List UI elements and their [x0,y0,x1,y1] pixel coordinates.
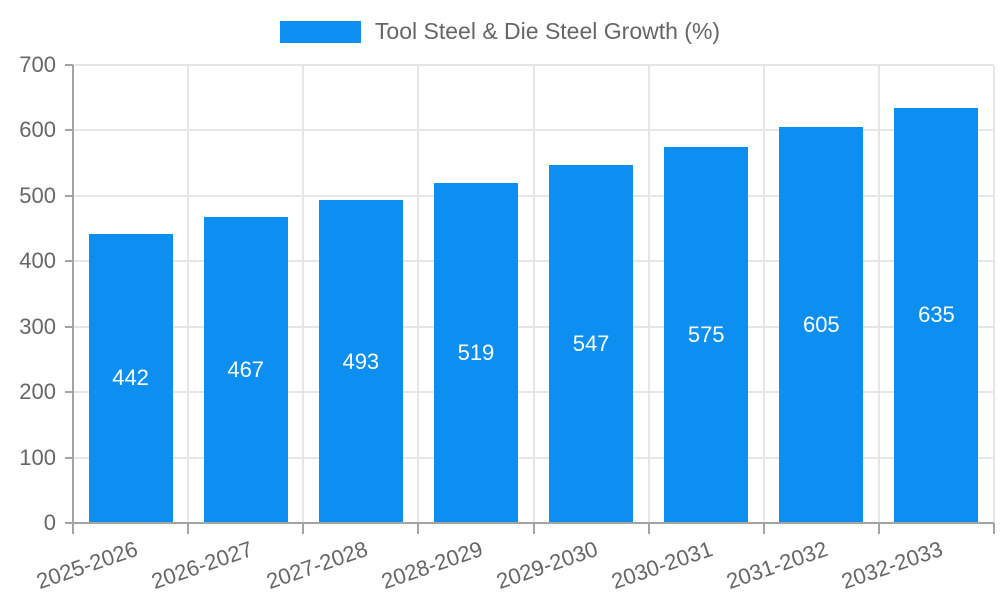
bar: 442 [88,233,173,523]
bar-value-label: 467 [227,357,265,383]
x-axis-tick [417,523,420,534]
y-axis-tick-label: 500 [19,182,56,208]
x-gridline [417,65,420,523]
y-axis-tick [65,64,73,66]
legend[interactable]: Tool Steel & Die Steel Growth (%) [0,18,1000,45]
x-gridline [302,65,305,523]
x-axis-tick [302,523,305,534]
y-axis-tick-label: 0 [43,510,56,535]
legend-swatch [279,20,361,43]
legend-label: Tool Steel & Die Steel Growth (%) [374,18,721,44]
y-axis-tick [65,325,73,328]
y-axis-tick [65,260,73,263]
x-axis-tick [647,523,650,534]
x-axis-tick [187,523,190,534]
bar: 519 [433,183,518,523]
bar: 575 [664,146,749,523]
bar: 635 [894,107,979,523]
bar: 493 [318,200,403,523]
bar-value-label: 635 [918,302,955,328]
y-axis-tick [65,129,73,132]
x-gridline [877,65,880,523]
x-axis-line [72,522,994,524]
y-axis-tick [65,522,73,524]
x-gridline [762,65,765,523]
x-axis-tick [762,523,765,534]
bar: 605 [779,127,864,523]
y-axis-tick [65,194,73,197]
bar-value-label: 519 [457,340,495,366]
plot-area: 442 467 493 519 547 575 605 635 [73,64,995,523]
y-axis-tick [65,391,73,394]
bar-value-label: 493 [342,348,380,374]
bar: 467 [203,217,288,523]
y-axis-tick-label: 700 [19,52,56,77]
x-axis-tick [877,523,880,534]
bar-value-label: 605 [802,312,840,338]
x-gridline [532,65,535,523]
x-gridline [993,65,995,523]
bar-value-label: 442 [112,365,149,391]
x-axis-tick [532,523,535,534]
y-axis-tick-label: 200 [19,379,56,405]
x-gridline [647,65,650,523]
y-axis-tick-label: 300 [19,313,56,339]
y-axis-tick-label: 600 [19,117,56,143]
y-axis-tick-label: 100 [19,444,56,470]
bar-value-label: 575 [687,321,725,347]
y-axis-tick-label: 400 [19,248,56,274]
x-axis-tick [993,523,995,534]
y-axis-tick [65,456,73,459]
x-axis-tick [72,523,74,534]
bar: 547 [549,165,634,523]
x-gridline [187,65,190,523]
y-axis-line [72,65,74,523]
bar-value-label: 547 [572,331,610,357]
